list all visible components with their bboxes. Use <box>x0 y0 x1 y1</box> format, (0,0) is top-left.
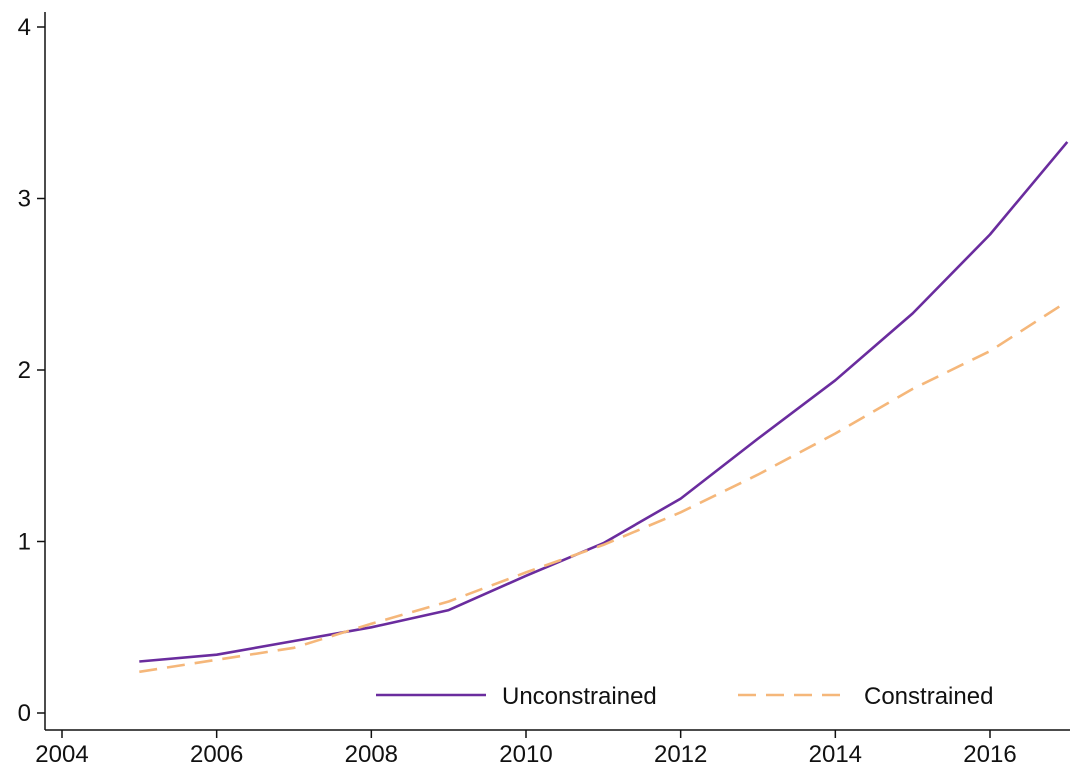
x-tick-label: 2014 <box>809 741 862 768</box>
legend-label-constrained: Constrained <box>864 683 993 710</box>
y-tick-label: 3 <box>18 186 31 213</box>
y-tick-label: 4 <box>18 14 31 41</box>
axes <box>44 12 1070 731</box>
x-tick-label: 2010 <box>499 741 552 768</box>
y-axis-ticks: 0 1 2 3 4 <box>18 14 45 727</box>
y-tick-label: 0 <box>18 700 31 727</box>
plot-lines <box>139 141 1069 674</box>
legend: Unconstrained Constrained <box>376 683 993 710</box>
x-tick-label: 2016 <box>963 741 1016 768</box>
series-line-constrained <box>139 300 1069 674</box>
x-tick-label: 2012 <box>654 741 707 768</box>
y-tick-label: 1 <box>18 529 31 556</box>
legend-label-unconstrained: Unconstrained <box>502 683 657 710</box>
series-line-unconstrained <box>139 141 1069 663</box>
x-axis-ticks: 2004 2006 2008 2010 2012 2014 2016 <box>35 730 1017 768</box>
y-tick-label: 2 <box>18 357 31 384</box>
x-tick-label: 2008 <box>345 741 398 768</box>
x-tick-label: 2006 <box>190 741 243 768</box>
x-tick-label: 2004 <box>35 741 88 768</box>
